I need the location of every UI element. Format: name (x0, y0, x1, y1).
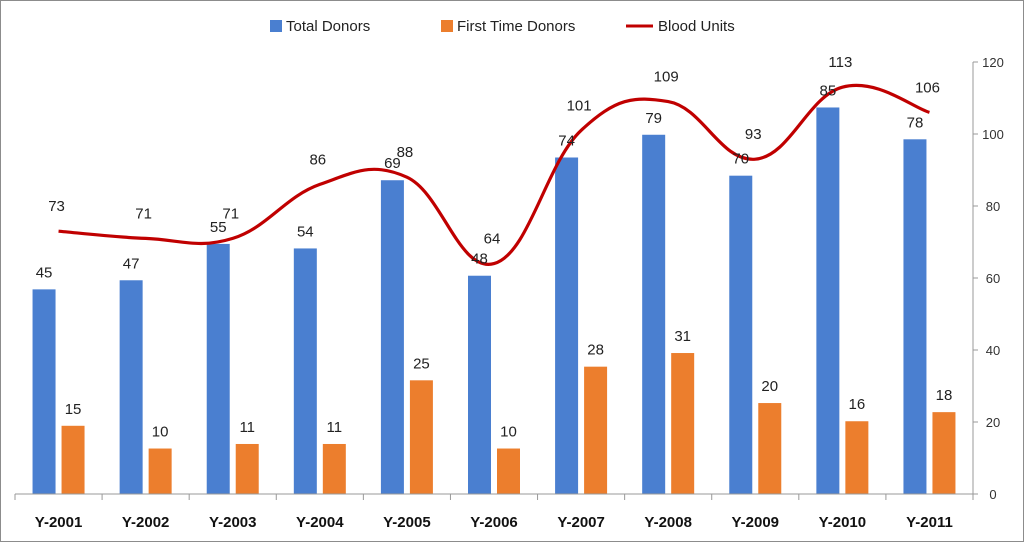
bar-total-donors-y-2005 (380, 180, 404, 495)
bar-first-time-donors-y-2011 (932, 412, 956, 494)
label-total-donors-y-2001: 45 (36, 264, 53, 281)
label-blood-units-y-2010: 113 (828, 54, 852, 71)
x-tick-label-y-2011: Y-2011 (906, 514, 953, 531)
bar-total-donors-y-2007 (555, 157, 579, 494)
label-first-time-donors-y-2004: 11 (327, 419, 343, 436)
legend-label-total-donors: Total Donors (286, 18, 370, 35)
label-blood-units-y-2002: 71 (135, 205, 152, 222)
label-total-donors-y-2004: 54 (297, 223, 314, 240)
bar-first-time-donors-y-2002 (148, 448, 172, 494)
label-total-donors-y-2006: 48 (471, 251, 488, 268)
label-blood-units-y-2005: 88 (397, 144, 414, 161)
bar-first-time-donors-y-2006 (497, 448, 520, 494)
bar-first-time-donors-y-2009 (758, 403, 782, 494)
label-total-donors-y-2009: 70 (732, 151, 749, 168)
line-layer (58, 83, 930, 266)
bar-total-donors-y-2004 (293, 248, 317, 494)
label-first-time-donors-y-2002: 10 (152, 424, 169, 441)
label-blood-units-y-2008: 109 (654, 69, 679, 86)
bar-first-time-donors-y-2001 (61, 425, 85, 494)
legend-swatch-first-time-donors (441, 20, 453, 32)
legend-label-first-time-donors: First Time Donors (457, 18, 575, 35)
y-right-tick-label-100: 100 (982, 127, 1004, 142)
label-blood-units-y-2009: 93 (745, 126, 762, 143)
label-blood-units-y-2003: 71 (222, 205, 239, 222)
legend: Total Donors First Time Donors Blood Units (270, 18, 735, 35)
x-tick-label-y-2006: Y-2006 (470, 514, 518, 531)
label-first-time-donors-y-2010: 16 (849, 396, 866, 413)
bar-first-time-donors-y-2008 (671, 353, 695, 494)
label-total-donors-y-2007: 74 (558, 132, 575, 149)
label-blood-units-y-2006: 64 (484, 231, 501, 248)
label-first-time-donors-y-2006: 10 (500, 424, 517, 441)
label-blood-units-y-2001: 73 (48, 198, 65, 215)
legend-swatch-total-donors (270, 20, 282, 32)
legend-label-blood-units: Blood Units (658, 18, 735, 35)
x-tick-label-y-2008: Y-2008 (644, 514, 692, 531)
y-right-tick-label-0: 0 (989, 487, 996, 502)
label-first-time-donors-y-2001: 15 (65, 401, 82, 418)
x-tick-label-y-2010: Y-2010 (819, 514, 867, 531)
bar-total-donors-y-2009 (729, 175, 753, 494)
bar-total-donors-y-2001 (32, 289, 56, 494)
bar-total-donors-y-2011 (903, 139, 927, 494)
y-right-tick-label-120: 120 (982, 55, 1004, 70)
bar-total-donors-y-2002 (119, 280, 143, 494)
label-first-time-donors-y-2003: 11 (239, 419, 255, 436)
bars-layer (32, 107, 956, 495)
bar-total-donors-y-2008 (642, 134, 666, 495)
x-tick-label-y-2003: Y-2003 (209, 514, 257, 531)
x-tick-label-y-2009: Y-2009 (731, 514, 779, 531)
line-blood-units (58, 83, 930, 266)
x-tick-label-y-2005: Y-2005 (383, 514, 431, 531)
data-labels-layer: 45 15 47 10 55 11 54 11 69 25 48 10 74 28 79 31 70 20 85 16… (36, 54, 953, 440)
x-tick-label-y-2001: Y-2001 (35, 514, 83, 531)
label-first-time-donors-y-2008: 31 (674, 328, 691, 345)
axes-layer: Y-2001 Y-2002 Y-2003 Y-2004 Y-2005 Y-2006 Y-20… (14, 55, 1004, 531)
bar-first-time-donors-y-2004 (322, 443, 346, 494)
label-blood-units-y-2004: 86 (309, 151, 326, 168)
label-first-time-donors-y-2005: 25 (413, 355, 430, 372)
label-blood-units-y-2007: 101 (567, 97, 592, 114)
y-right-tick-label-20: 20 (986, 415, 1000, 430)
label-first-time-donors-y-2009: 20 (761, 378, 778, 395)
y-right-tick-label-80: 80 (986, 199, 1000, 214)
bar-first-time-donors-y-2007 (584, 366, 608, 494)
label-total-donors-y-2003: 55 (210, 219, 227, 236)
x-tick-label-y-2007: Y-2007 (557, 514, 605, 531)
label-total-donors-y-2011: 78 (907, 114, 924, 131)
label-total-donors-y-2002: 47 (123, 255, 140, 272)
x-tick-label-y-2004: Y-2004 (296, 514, 344, 531)
y-right-tick-label-60: 60 (986, 271, 1000, 286)
bar-first-time-donors-y-2010 (845, 421, 869, 494)
label-first-time-donors-y-2011: 18 (936, 387, 953, 404)
label-total-donors-y-2010: 85 (820, 82, 837, 99)
y-right-tick-label-40: 40 (986, 343, 1000, 358)
x-tick-label-y-2002: Y-2002 (122, 514, 170, 531)
bar-first-time-donors-y-2003 (235, 443, 259, 494)
label-first-time-donors-y-2007: 28 (587, 342, 604, 359)
label-blood-units-y-2011: 106 (915, 79, 940, 96)
bar-total-donors-y-2003 (206, 243, 230, 494)
bar-total-donors-y-2006 (468, 275, 491, 494)
bar-total-donors-y-2010 (816, 107, 840, 494)
label-total-donors-y-2005: 69 (384, 155, 401, 172)
bar-first-time-donors-y-2005 (409, 380, 433, 494)
label-total-donors-y-2008: 79 (645, 110, 662, 127)
